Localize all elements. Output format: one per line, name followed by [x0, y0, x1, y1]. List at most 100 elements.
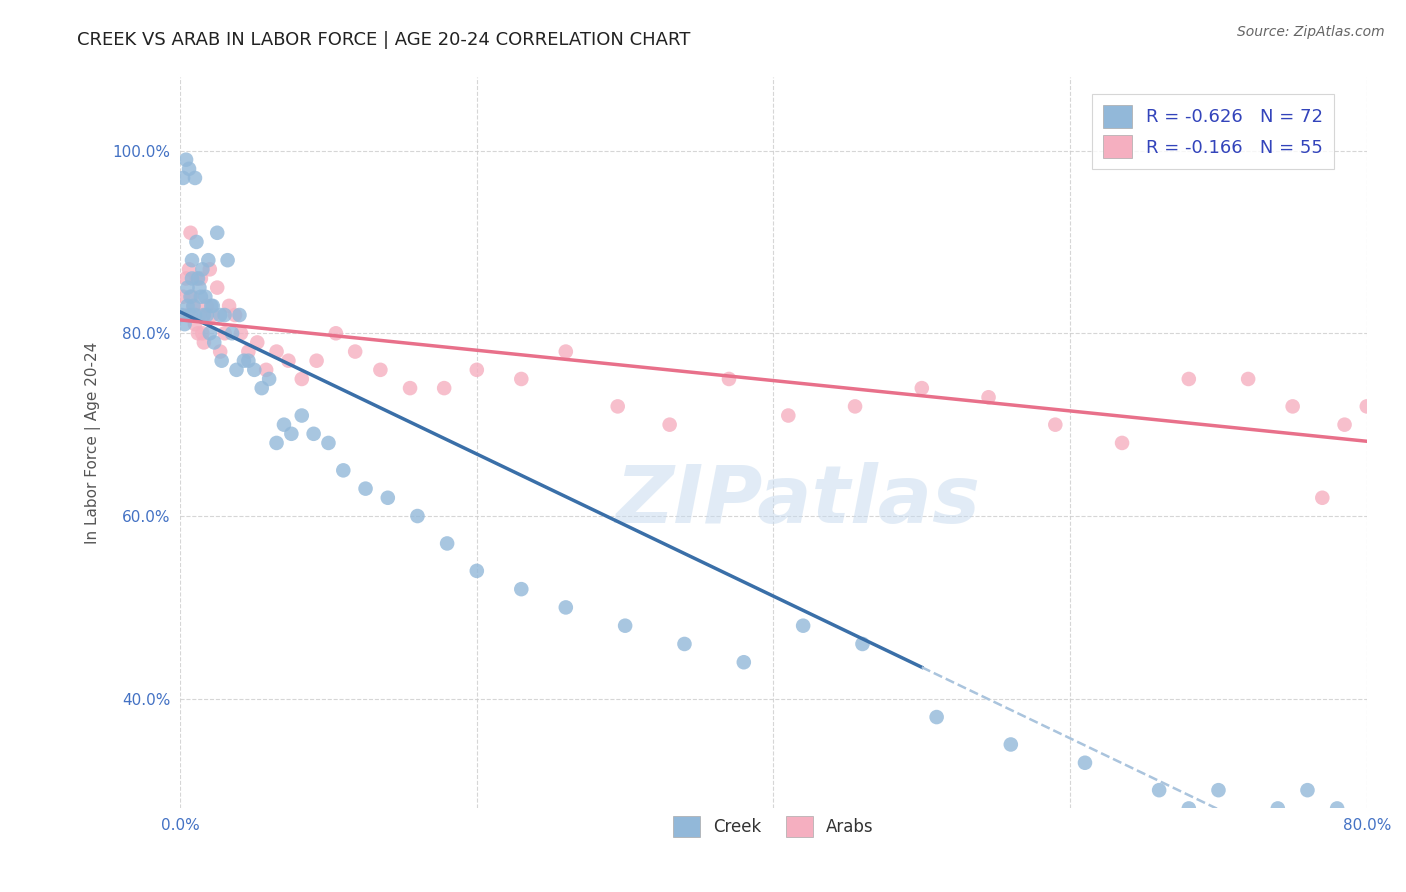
Point	[180, 290, 202, 304]
Point	[925, 710, 948, 724]
Point	[399, 381, 422, 395]
Point	[1237, 811, 1260, 825]
Point	[214, 326, 236, 341]
Point	[1000, 738, 1022, 752]
Point	[246, 335, 269, 350]
Point	[187, 326, 209, 341]
Point	[191, 262, 214, 277]
Point	[614, 618, 637, 632]
Point	[1371, 801, 1393, 815]
Point	[232, 353, 254, 368]
Point	[606, 400, 628, 414]
Point	[554, 344, 576, 359]
Point	[302, 426, 325, 441]
Point	[238, 353, 260, 368]
Point	[177, 262, 200, 277]
Point	[225, 363, 247, 377]
Point	[1267, 801, 1289, 815]
Point	[291, 409, 314, 423]
Point	[851, 637, 873, 651]
Point	[193, 308, 215, 322]
Point	[176, 280, 198, 294]
Point	[354, 482, 377, 496]
Point	[344, 344, 367, 359]
Point	[186, 235, 208, 249]
Point	[188, 280, 211, 294]
Point	[1310, 491, 1333, 505]
Point	[1371, 400, 1393, 414]
Text: Source: ZipAtlas.com: Source: ZipAtlas.com	[1237, 25, 1385, 39]
Point	[200, 299, 222, 313]
Point	[977, 390, 1000, 404]
Point	[325, 326, 347, 341]
Point	[433, 381, 456, 395]
Point	[1147, 783, 1170, 797]
Point	[554, 600, 576, 615]
Point	[202, 335, 225, 350]
Point	[1178, 801, 1201, 815]
Point	[205, 280, 228, 294]
Point	[195, 308, 218, 322]
Point	[1178, 372, 1201, 386]
Point	[170, 308, 193, 322]
Point	[198, 326, 221, 341]
Point	[183, 299, 205, 313]
Point	[266, 436, 288, 450]
Point	[229, 326, 252, 341]
Point	[183, 299, 205, 313]
Point	[174, 153, 197, 167]
Point	[250, 381, 273, 395]
Point	[911, 381, 934, 395]
Point	[221, 326, 243, 341]
Point	[778, 409, 800, 423]
Point	[198, 262, 221, 277]
Point	[187, 271, 209, 285]
Point	[243, 363, 266, 377]
Point	[510, 372, 533, 386]
Point	[174, 271, 197, 285]
Point	[318, 436, 340, 450]
Text: CREEK VS ARAB IN LABOR FORCE | AGE 20-24 CORRELATION CHART: CREEK VS ARAB IN LABOR FORCE | AGE 20-24…	[77, 31, 690, 49]
Point	[176, 308, 198, 322]
Point	[205, 226, 228, 240]
Point	[209, 344, 232, 359]
Point	[217, 253, 239, 268]
Point	[1074, 756, 1097, 770]
Point	[1355, 811, 1378, 825]
Point	[1208, 783, 1230, 797]
Point	[201, 299, 224, 313]
Point	[733, 655, 755, 669]
Text: ZIPatlas: ZIPatlas	[614, 462, 980, 541]
Point	[1385, 783, 1406, 797]
Point	[184, 317, 207, 331]
Point	[1333, 417, 1355, 432]
Point	[214, 308, 236, 322]
Point	[180, 308, 202, 322]
Point	[201, 308, 224, 322]
Point	[194, 290, 217, 304]
Point	[332, 463, 354, 477]
Point	[197, 253, 219, 268]
Point	[172, 170, 194, 185]
Point	[209, 308, 232, 322]
Point	[370, 363, 392, 377]
Point	[273, 417, 295, 432]
Point	[177, 161, 200, 176]
Legend: Creek, Arabs: Creek, Arabs	[666, 809, 880, 844]
Point	[193, 335, 215, 350]
Point	[465, 363, 488, 377]
Point	[717, 372, 740, 386]
Point	[172, 290, 194, 304]
Point	[1385, 436, 1406, 450]
Point	[191, 326, 214, 341]
Point	[465, 564, 488, 578]
Point	[186, 271, 208, 285]
Point	[181, 253, 204, 268]
Point	[1111, 436, 1133, 450]
Point	[510, 582, 533, 596]
Point	[184, 308, 207, 322]
Point	[658, 417, 681, 432]
Point	[1296, 783, 1319, 797]
Point	[1237, 372, 1260, 386]
Y-axis label: In Labor Force | Age 20-24: In Labor Force | Age 20-24	[86, 342, 101, 544]
